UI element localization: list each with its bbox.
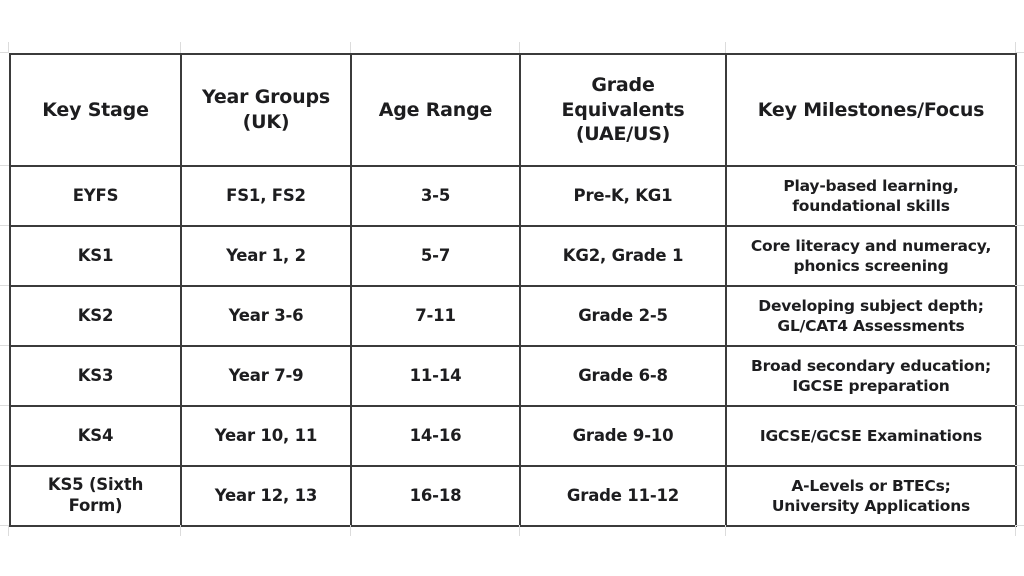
gridline-bleed-tick: [0, 225, 9, 226]
col-header-grade-equivalents: Grade Equivalents (UAE/US): [519, 53, 727, 167]
cell-age-range: 7-11: [350, 285, 521, 347]
key-stages-table: Key Stage Year Groups (UK) Age Range Gra…: [9, 53, 1017, 527]
cell-grade-equivalents: Grade 9-10: [519, 405, 727, 467]
gridline-bleed-tick: [0, 525, 9, 526]
cell-key-stage: KS1: [9, 225, 182, 287]
gridline-bleed-tick: [0, 345, 9, 346]
col-header-age-range: Age Range: [350, 53, 521, 167]
cell-age-range: 16-18: [350, 465, 521, 527]
cell-milestones: Developing subject depth; GL/CAT4 Assess…: [725, 285, 1017, 347]
cell-year-groups: Year 7-9: [180, 345, 352, 407]
gridline-bleed-tick: [519, 42, 520, 53]
gridline-bleed-tick: [0, 405, 9, 406]
cell-grade-equivalents: KG2, Grade 1: [519, 225, 727, 287]
table-row-ks2: KS2 Year 3-6 7-11 Grade 2-5 Developing s…: [9, 285, 1017, 347]
cell-milestones: Broad secondary education; IGCSE prepara…: [725, 345, 1017, 407]
cell-year-groups: FS1, FS2: [180, 165, 352, 227]
cell-year-groups: Year 12, 13: [180, 465, 352, 527]
table-row-ks3: KS3 Year 7-9 11-14 Grade 6-8 Broad secon…: [9, 345, 1017, 407]
gridline-bleed-tick: [0, 465, 9, 466]
col-header-key-milestones: Key Milestones/Focus: [725, 53, 1017, 167]
cell-age-range: 14-16: [350, 405, 521, 467]
cell-year-groups: Year 1, 2: [180, 225, 352, 287]
cell-milestones: IGCSE/GCSE Examinations: [725, 405, 1017, 467]
cell-grade-equivalents: Grade 11-12: [519, 465, 727, 527]
gridline-bleed-tick: [0, 52, 9, 53]
table-row-ks4: KS4 Year 10, 11 14-16 Grade 9-10 IGCSE/G…: [9, 405, 1017, 467]
cell-grade-equivalents: Pre-K, KG1: [519, 165, 727, 227]
cell-key-stage: KS3: [9, 345, 182, 407]
cell-key-stage: KS4: [9, 405, 182, 467]
cell-key-stage: KS2: [9, 285, 182, 347]
gridline-bleed-tick: [350, 42, 351, 53]
cell-age-range: 11-14: [350, 345, 521, 407]
key-stages-table-wrapper: Key Stage Year Groups (UK) Age Range Gra…: [0, 42, 1024, 536]
header-row: Key Stage Year Groups (UK) Age Range Gra…: [9, 53, 1017, 167]
gridline-bleed-tick: [725, 42, 726, 53]
cell-grade-equivalents: Grade 6-8: [519, 345, 727, 407]
gridline-bleed-tick: [0, 165, 9, 166]
cell-age-range: 5-7: [350, 225, 521, 287]
cell-milestones: Play-based learning, foundational skills: [725, 165, 1017, 227]
cell-grade-equivalents: Grade 2-5: [519, 285, 727, 347]
col-header-year-groups: Year Groups (UK): [180, 53, 352, 167]
gridline-bleed-tick: [180, 42, 181, 53]
gridline-bleed-tick: [8, 42, 9, 53]
cell-age-range: 3-5: [350, 165, 521, 227]
table-row-ks1: KS1 Year 1, 2 5-7 KG2, Grade 1 Core lite…: [9, 225, 1017, 287]
gridline-bleed-tick: [0, 285, 9, 286]
table-row-eyfs: EYFS FS1, FS2 3-5 Pre-K, KG1 Play-based …: [9, 165, 1017, 227]
table-row-ks5: KS5 (Sixth Form) Year 12, 13 16-18 Grade…: [9, 465, 1017, 527]
cell-milestones: Core literacy and numeracy, phonics scre…: [725, 225, 1017, 287]
cell-key-stage: KS5 (Sixth Form): [9, 465, 182, 527]
gridline-bleed-tick: [1015, 42, 1016, 53]
cell-year-groups: Year 10, 11: [180, 405, 352, 467]
cell-key-stage: EYFS: [9, 165, 182, 227]
cell-milestones: A-Levels or BTECs; University Applicatio…: [725, 465, 1017, 527]
col-header-key-stage: Key Stage: [9, 53, 182, 167]
cell-year-groups: Year 3-6: [180, 285, 352, 347]
